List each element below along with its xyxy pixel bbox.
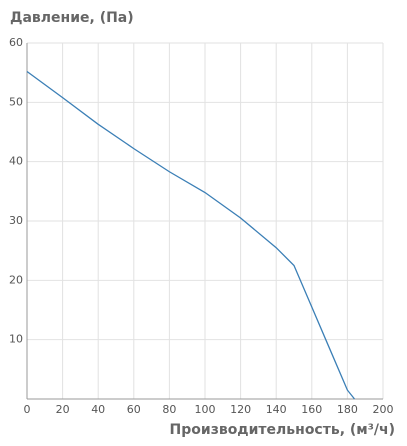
x-tick-label: 200 bbox=[373, 403, 394, 416]
x-axis-label: Производительность, (м³/ч) bbox=[170, 422, 395, 438]
chart-title: Давление, (Па) bbox=[10, 10, 134, 26]
x-tick-label: 60 bbox=[127, 403, 141, 416]
x-tick-label: 0 bbox=[24, 403, 31, 416]
y-tick-label: 10 bbox=[9, 333, 23, 346]
x-tick-label: 180 bbox=[337, 403, 358, 416]
y-tick-label: 50 bbox=[9, 95, 23, 108]
y-tick-label: 30 bbox=[9, 214, 23, 227]
x-tick-label: 120 bbox=[230, 403, 251, 416]
y-tick-label: 20 bbox=[9, 273, 23, 286]
x-tick-label: 20 bbox=[56, 403, 70, 416]
line bbox=[26, 70, 356, 400]
x-tick-label: 100 bbox=[195, 403, 216, 416]
y-tick-label: 60 bbox=[9, 36, 23, 49]
x-tick-label: 160 bbox=[301, 403, 322, 416]
x-tick-label: 140 bbox=[266, 403, 287, 416]
x-tick-label: 80 bbox=[162, 403, 176, 416]
y-tick-label: 40 bbox=[9, 155, 23, 168]
x-tick-label: 40 bbox=[91, 403, 105, 416]
